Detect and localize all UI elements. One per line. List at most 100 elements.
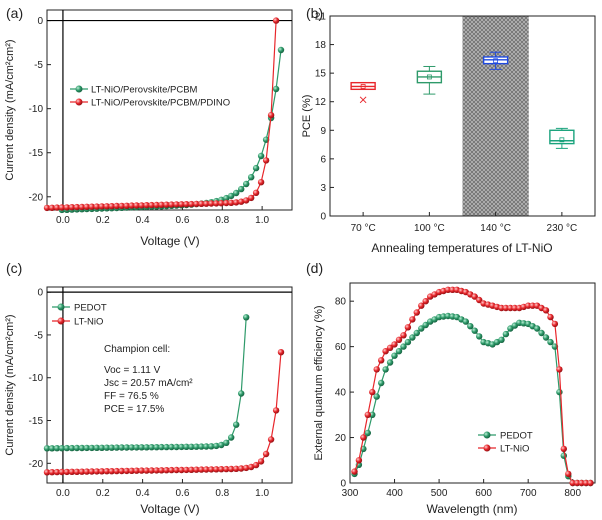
panel-a-series-2-point — [138, 202, 145, 209]
panel-a-series-2-point — [58, 204, 66, 211]
y-tick-label: -5 — [34, 330, 43, 341]
panel-d-series-2-point — [395, 336, 403, 343]
champion-annotation: Champion cell: Voc = 1.11 V Jsc = 20.57 … — [104, 344, 193, 415]
y-tick-label: -20 — [29, 192, 44, 203]
panel-c-series-2-point — [118, 467, 125, 475]
panel-a-series-2-point — [143, 202, 150, 209]
panel-d-series-2-point — [511, 304, 518, 312]
panel-c-series-2-point — [53, 468, 61, 476]
panel-a-series-2-point — [213, 200, 220, 207]
panel-c-series-1-point — [148, 444, 155, 451]
panel-c-series-2-point — [228, 465, 235, 473]
panel-c-series-1-point — [73, 444, 81, 452]
annotation-line-5: PCE = 17.5% — [104, 404, 164, 415]
panel-c-series-2-point — [153, 467, 160, 474]
x-tick-label: 0.2 — [96, 215, 110, 226]
panel-d-frame — [349, 282, 596, 484]
panel-c-series-2-point — [178, 466, 185, 474]
panel-a-series-1-point — [272, 85, 280, 93]
panel-c-series-1-point — [203, 443, 210, 450]
panel-c-series-2-point — [133, 467, 140, 474]
panel-c-series-1-point — [218, 441, 225, 449]
panel-d-series-2-point — [578, 479, 585, 487]
panel-d-series-1-point — [378, 379, 385, 387]
panel-a-series-2-point — [158, 201, 165, 208]
panel-c-series-2-point — [108, 468, 115, 475]
panel-c-series-2-point — [48, 469, 56, 476]
panel-d-xlabel: Wavelength (nm) — [427, 502, 518, 516]
panel-a-series-2-point — [98, 203, 106, 210]
panel-c-series-2-point — [88, 468, 96, 475]
x-tick-label: 0.6 — [175, 215, 189, 226]
panel-c-series-2-point — [213, 466, 220, 473]
y-tick-label: 0 — [340, 479, 346, 490]
panel-d-series-1-point — [533, 325, 541, 332]
panel-d-series-2-point — [351, 468, 358, 475]
panel-c-series-2-point — [123, 467, 130, 475]
x-tick-label: 100 °C — [414, 223, 445, 234]
panel-c-frame — [46, 286, 293, 484]
panel-a-series-2-point — [248, 194, 255, 202]
panel-d-series-2-point — [471, 293, 478, 300]
panel-c-series-2-point — [208, 466, 215, 473]
panel-d-label: (d) — [306, 260, 323, 276]
panel-c-series-2-point — [183, 466, 190, 474]
panel-d-series-2-point — [542, 307, 550, 314]
panel-c-series-2-point — [173, 466, 180, 474]
panel-a-series-2-point — [198, 200, 205, 207]
panel-d-series-1-point — [395, 348, 403, 355]
y-tick-label: 0 — [320, 212, 326, 223]
panel-c-ylabel: Current density (mA/cm²cm²) — [4, 314, 16, 455]
panel-d-series-2-point — [476, 296, 483, 304]
panel-a-series-2-point — [113, 202, 120, 210]
panel-c-series-2-point — [248, 463, 255, 471]
y-tick-label: 12 — [315, 97, 327, 108]
panel-a-series-2-point — [272, 17, 280, 24]
panel-a-series-2-point — [68, 204, 76, 211]
panel-c-series-1-point — [198, 443, 205, 450]
panel-c-label: (c) — [6, 260, 22, 276]
panel-d-series-2-point — [449, 286, 456, 293]
panel-c-series-2-point — [168, 466, 175, 474]
panel-d-series-2-point — [413, 309, 420, 316]
panel-c-series-1-point — [238, 390, 245, 397]
panel-d-series-2-point — [386, 344, 394, 351]
panel-d-series-2-point — [547, 313, 554, 321]
y-tick-label: 18 — [315, 40, 327, 51]
panel-c-series-1-point — [183, 443, 190, 450]
panel-d-legend-1: PEDOT — [500, 431, 533, 442]
panel-a-series-1-point — [252, 164, 260, 172]
panel-a-series-2-point — [43, 204, 51, 212]
panel-c-series-1-point — [58, 445, 66, 452]
legend-marker-green — [57, 303, 65, 311]
panel-a-series-1-point — [248, 174, 255, 181]
panel-a-legend-2: LT-NiO/Perovskite/PCBM/PDINO — [91, 98, 230, 109]
panel-a-series-2-point — [262, 157, 270, 164]
panel-c-series-2-point — [138, 467, 145, 474]
panel-a: (a) 0.0 0.2 0.4 0.6 0.8 1.0 0 -5 -10 -15 -20 Volta… — [4, 5, 293, 248]
box-mean-marker — [360, 84, 366, 89]
x-tick-label: 500 — [431, 488, 448, 499]
panel-a-series-2-point — [108, 203, 115, 210]
panel-d-series-2-point — [409, 316, 416, 323]
panel-c-series-1-point — [108, 444, 115, 451]
x-tick-label: 230 °C — [547, 223, 578, 234]
panel-d-series-2-point — [565, 470, 572, 478]
panel-c-series-2-point — [203, 466, 210, 473]
panel-d-series-2-point — [360, 434, 367, 441]
panel-a-series-2-point — [223, 199, 230, 207]
panel-c-series-2-point — [158, 467, 165, 474]
panel-d-series-1-point — [422, 321, 429, 329]
y-tick-label: 15 — [315, 69, 327, 80]
annotation-line-1: Champion cell: — [104, 344, 170, 355]
panel-d-series-1-point — [538, 329, 545, 337]
panel-c-series-1-point — [228, 434, 235, 441]
panel-d-series-1-point — [391, 352, 398, 359]
y-tick-label: 21 — [315, 12, 327, 23]
panel-a-legend-1: LT-NiO/Perovskite/PCBM — [91, 85, 198, 96]
legend-marker-green — [75, 85, 83, 93]
panel-d-series-1-point — [386, 359, 394, 366]
panel-a-xlabel: Voltage (V) — [140, 234, 199, 248]
